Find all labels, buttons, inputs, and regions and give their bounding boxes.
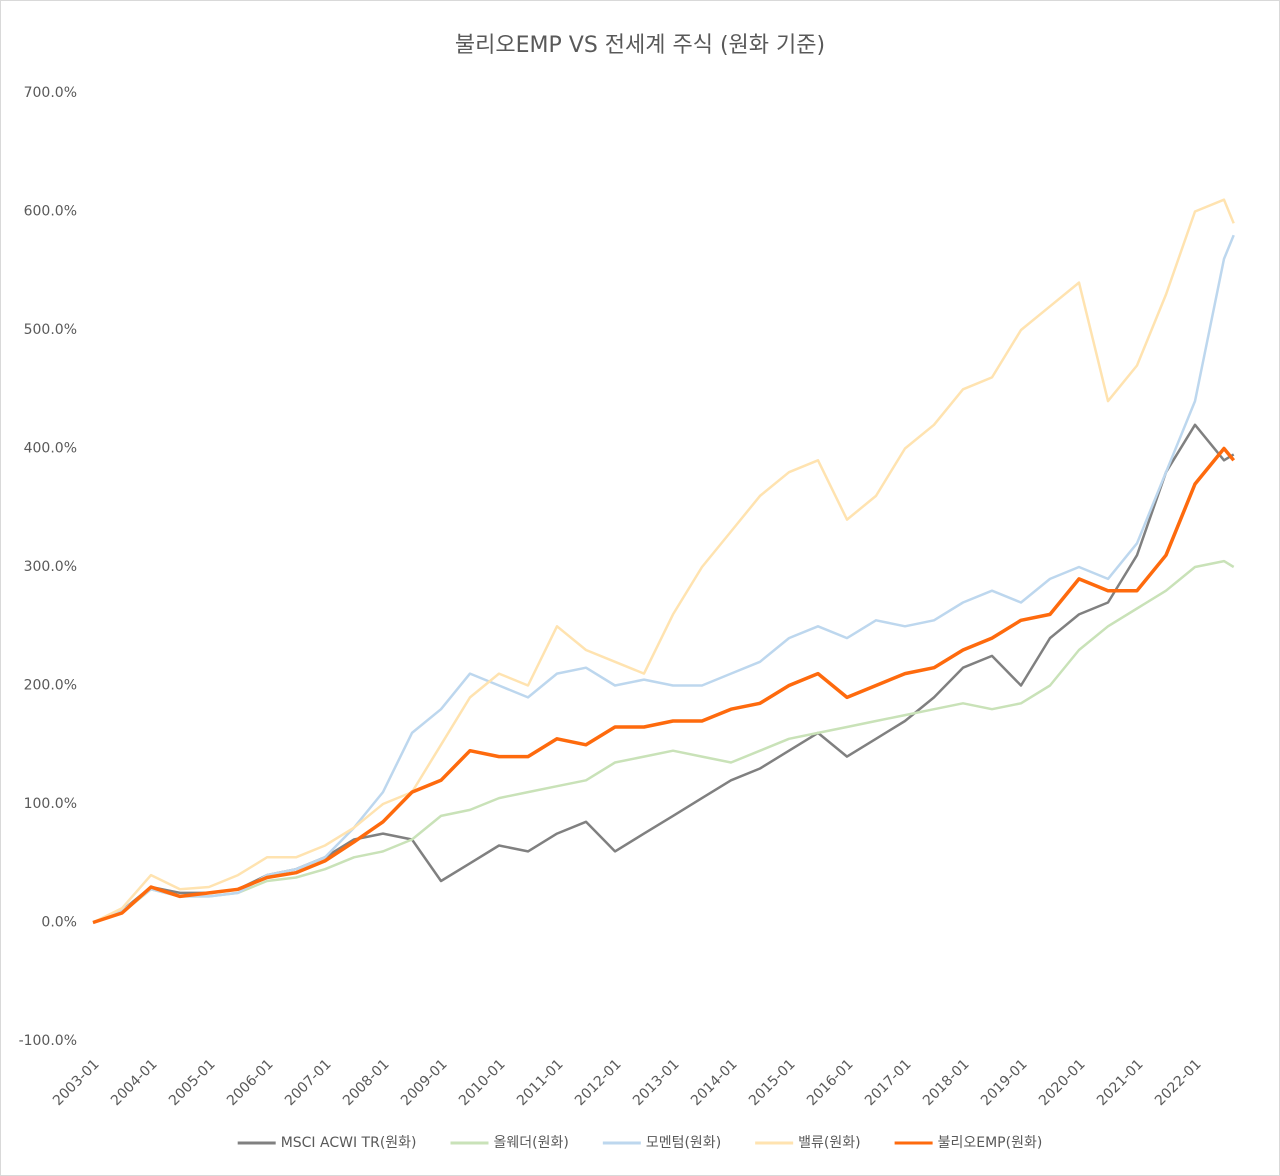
chart-title: 불리오EMP VS 전세계 주식 (원화 기준): [455, 33, 825, 58]
legend-label: 밸류(원화): [798, 1135, 860, 1151]
legend-label: 불리오EMP(원화): [938, 1135, 1043, 1151]
y-tick-label: 200.0%: [24, 678, 77, 694]
series-line: [92, 198, 1235, 924]
y-tick-label: 400.0%: [24, 441, 77, 457]
legend-label: 모멘텀(원화): [646, 1135, 721, 1151]
y-tick-label: 700.0%: [24, 85, 77, 101]
y-tick-label: 100.0%: [24, 796, 77, 812]
legend-label: 올웨더(원화): [494, 1135, 569, 1151]
y-tick-label: 500.0%: [24, 322, 77, 338]
series-line: [92, 446, 1236, 925]
y-tick-label: 0.0%: [41, 915, 77, 931]
series-line: [92, 234, 1235, 924]
series-line: [92, 559, 1235, 924]
y-tick-label: 300.0%: [24, 559, 77, 575]
legend-label: MSCI ACWI TR(원화): [281, 1135, 417, 1151]
y-tick-label: 600.0%: [24, 204, 77, 220]
y-tick-label: -100.0%: [19, 1033, 77, 1049]
